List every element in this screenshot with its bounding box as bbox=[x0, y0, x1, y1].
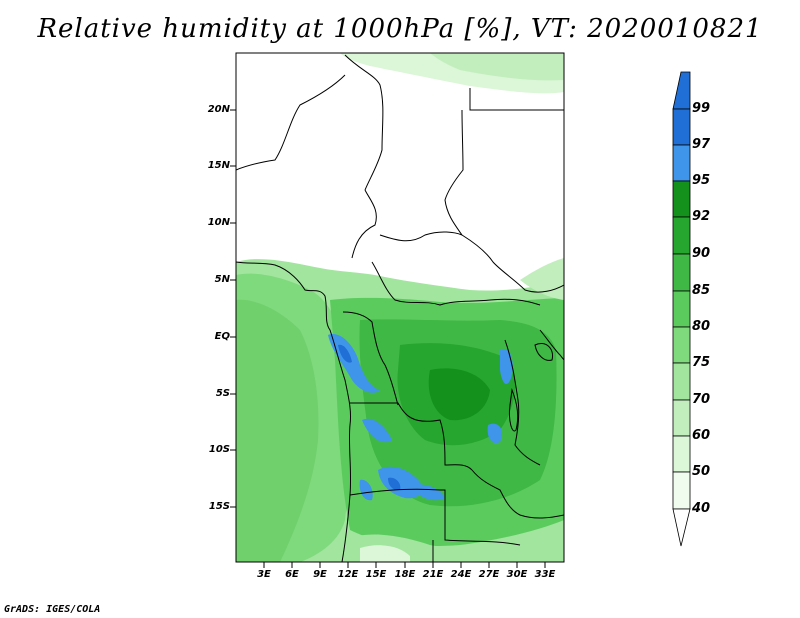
colorbar-swatch-92-95 bbox=[672, 180, 691, 218]
colorbar-label: 70 bbox=[692, 392, 711, 407]
lon-label: 12E bbox=[337, 569, 359, 580]
colorbar-label: 90 bbox=[692, 246, 711, 261]
border-line bbox=[504, 339, 541, 466]
lat-label: 10N bbox=[207, 217, 230, 228]
borders bbox=[236, 54, 564, 562]
lon-label: 27E bbox=[478, 569, 500, 580]
colorbar-label: 85 bbox=[692, 283, 711, 298]
humidity-field bbox=[236, 53, 564, 562]
page-title: Relative humidity at 1000hPa [%], VT: 20… bbox=[37, 14, 763, 44]
border-line bbox=[444, 109, 464, 236]
field-50-60-north bbox=[430, 53, 564, 81]
lon-label: 24E bbox=[450, 569, 472, 580]
colorbar-label: 75 bbox=[692, 355, 711, 370]
lon-label: 33E bbox=[534, 569, 556, 580]
border-line bbox=[371, 261, 541, 306]
border-line bbox=[461, 234, 564, 293]
border-line bbox=[379, 231, 463, 242]
lon-label: 3E bbox=[257, 569, 271, 580]
colorbar-swatch-75-80 bbox=[672, 326, 691, 364]
lat-label: 15S bbox=[208, 501, 230, 512]
lat-label: 5S bbox=[215, 388, 230, 399]
footer-credit: GrADS: IGES/COLA bbox=[4, 604, 101, 615]
colorbar-swatch-80-85 bbox=[672, 290, 691, 328]
colorbar-bottom-triangle bbox=[672, 508, 691, 547]
axis-ticks bbox=[230, 109, 546, 568]
lon-label: 18E bbox=[394, 569, 416, 580]
lon-label: 6E bbox=[285, 569, 299, 580]
colorbar-label: 60 bbox=[692, 428, 711, 443]
border-line bbox=[342, 311, 399, 406]
colorbar-label: 92 bbox=[692, 209, 711, 224]
colorbar-label: 99 bbox=[692, 101, 711, 116]
field-80-85-ocean bbox=[236, 299, 319, 562]
lon-label: 21E bbox=[422, 569, 444, 580]
lon-label: 30E bbox=[506, 569, 528, 580]
colorbar-swatch-85-90 bbox=[672, 253, 691, 292]
lon-label: 15E bbox=[365, 569, 387, 580]
colorbar-label: 50 bbox=[692, 464, 711, 479]
colorbar-label: 97 bbox=[692, 137, 711, 152]
border-line bbox=[469, 88, 564, 111]
border-line bbox=[349, 488, 521, 546]
colorbar-label: 40 bbox=[692, 501, 711, 516]
colorbar-swatch-70-75 bbox=[672, 362, 691, 401]
colorbar-swatch-95-97 bbox=[672, 144, 691, 182]
border-line bbox=[350, 402, 473, 471]
border-line bbox=[344, 54, 384, 191]
colorbar-swatch-97-99 bbox=[672, 108, 691, 146]
map-frame bbox=[235, 52, 565, 563]
field-92-95 bbox=[428, 368, 490, 421]
border-line bbox=[539, 329, 564, 361]
colorbar-swatch-60-70 bbox=[672, 399, 691, 437]
colorbar-label: 95 bbox=[692, 173, 711, 188]
colorbar-swatch-90-92 bbox=[672, 216, 691, 255]
coastline bbox=[236, 261, 352, 562]
colorbar bbox=[672, 71, 691, 547]
border-line bbox=[236, 74, 346, 171]
lat-label: EQ bbox=[214, 331, 230, 342]
field-40-50-south bbox=[360, 545, 410, 562]
colorbar-swatch-50-60 bbox=[672, 435, 691, 473]
lat-label: 15N bbox=[207, 160, 230, 171]
lake bbox=[509, 388, 519, 432]
colorbar-label: 80 bbox=[692, 319, 711, 334]
border-line bbox=[471, 469, 564, 519]
lake bbox=[534, 343, 554, 361]
field-97-99 bbox=[338, 344, 401, 491]
lat-label: 5N bbox=[214, 274, 230, 285]
colorbar-swatch-40-50 bbox=[672, 471, 691, 510]
lon-label: 9E bbox=[313, 569, 327, 580]
colorbar-top-triangle bbox=[672, 71, 691, 110]
border-line bbox=[351, 189, 377, 259]
lat-label: 20N bbox=[207, 104, 230, 115]
lat-label: 10S bbox=[208, 444, 230, 455]
